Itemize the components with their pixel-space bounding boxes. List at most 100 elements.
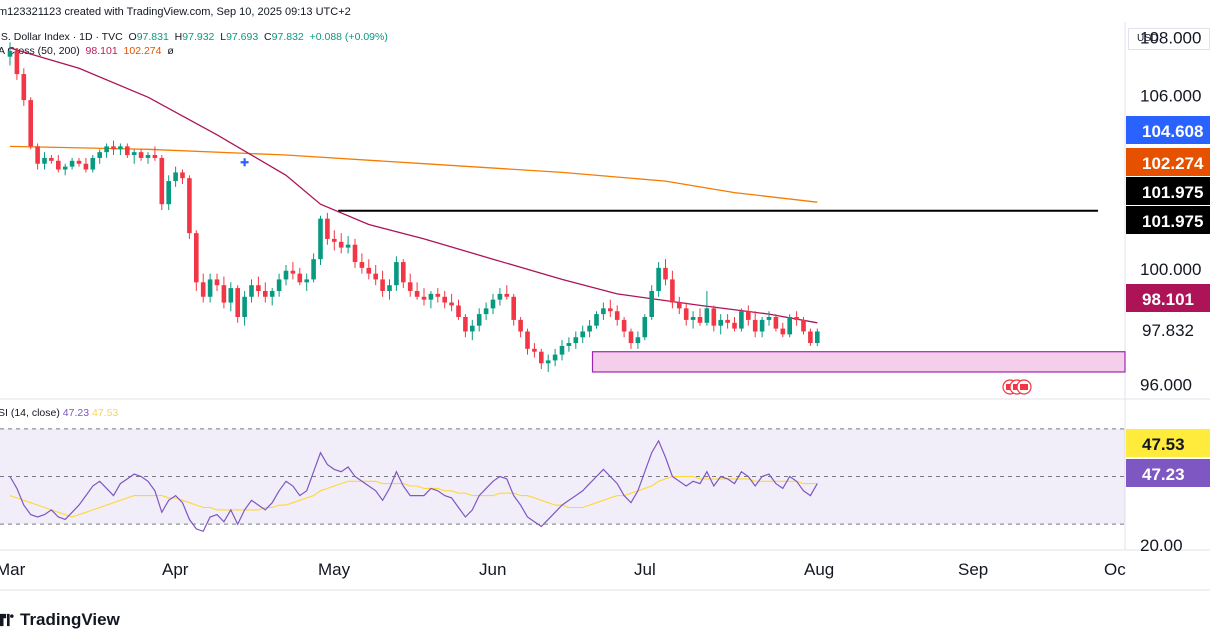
candle-body[interactable] (414, 290, 420, 297)
candle-body[interactable] (801, 319, 806, 332)
candle-body[interactable] (697, 317, 703, 323)
candle-body[interactable] (690, 317, 696, 320)
candle-body[interactable] (28, 100, 33, 147)
candle-body[interactable] (525, 331, 530, 349)
candle-body[interactable] (539, 351, 544, 364)
candle-body[interactable] (683, 308, 689, 320)
candle-body[interactable] (704, 308, 710, 323)
candle-body[interactable] (580, 331, 585, 338)
candle-body[interactable] (352, 244, 358, 263)
candle-body[interactable] (552, 354, 558, 361)
candle-body[interactable] (242, 296, 247, 318)
candle-body[interactable] (518, 319, 523, 332)
candle-body[interactable] (566, 343, 572, 346)
candle-body[interactable] (263, 290, 268, 297)
candle-body[interactable] (601, 308, 606, 315)
candle-body[interactable] (511, 296, 516, 320)
candle-body[interactable] (594, 314, 599, 326)
cross-marker-icon[interactable] (240, 158, 249, 167)
candle-body[interactable] (497, 293, 503, 300)
candle-body[interactable] (62, 166, 68, 170)
candle-body[interactable] (456, 305, 461, 318)
candle-body[interactable] (621, 319, 627, 332)
candle-body[interactable] (42, 157, 47, 164)
candle-body[interactable] (249, 285, 254, 297)
candle-body[interactable] (290, 270, 296, 274)
candle-body[interactable] (97, 152, 102, 158)
candle-body[interactable] (373, 273, 378, 280)
candle-body[interactable] (780, 328, 786, 335)
candle-body[interactable] (463, 317, 468, 332)
candle-body[interactable] (725, 319, 730, 323)
candle-body[interactable] (483, 308, 489, 315)
candle-body[interactable] (808, 331, 813, 344)
candle-body[interactable] (200, 282, 206, 297)
candle-body[interactable] (173, 172, 178, 182)
candle-body[interactable] (628, 331, 634, 344)
candle-body[interactable] (394, 262, 399, 286)
candle-body[interactable] (338, 241, 344, 248)
candle-body[interactable] (476, 314, 482, 326)
candle-body[interactable] (21, 74, 27, 101)
candle-body[interactable] (152, 155, 158, 158)
source-icon[interactable]: ø (167, 45, 174, 57)
candle-body[interactable] (145, 155, 151, 158)
candle-body[interactable] (815, 331, 820, 344)
candle-body[interactable] (69, 160, 75, 167)
candle-body[interactable] (366, 267, 372, 274)
candle-body[interactable] (90, 157, 96, 170)
candle-body[interactable] (532, 348, 537, 352)
candle-body[interactable] (677, 302, 682, 309)
candle-body[interactable] (345, 244, 351, 248)
candle-body[interactable] (207, 279, 213, 297)
candle-body[interactable] (14, 50, 20, 75)
candle-body[interactable] (325, 218, 330, 239)
candle-body[interactable] (470, 325, 475, 332)
candle-body[interactable] (228, 288, 234, 303)
candle-body[interactable] (766, 317, 772, 320)
candle-body[interactable] (125, 146, 130, 156)
candle-body[interactable] (187, 178, 192, 234)
candle-body[interactable] (56, 160, 61, 170)
candle-body[interactable] (759, 319, 765, 332)
candle-body[interactable] (332, 238, 337, 242)
candle-body[interactable] (387, 285, 392, 291)
candle-body[interactable] (407, 282, 413, 291)
candle-body[interactable] (428, 293, 434, 300)
candle-body[interactable] (35, 146, 40, 164)
candle-body[interactable] (545, 360, 551, 364)
candle-body[interactable] (794, 317, 799, 320)
candle-body[interactable] (649, 290, 654, 318)
candle-body[interactable] (732, 322, 737, 329)
candle-body[interactable] (297, 273, 303, 283)
support-zone[interactable] (591, 351, 1126, 373)
currency-label[interactable]: USD (1128, 28, 1210, 50)
candle-body[interactable] (138, 152, 144, 158)
candle-body[interactable] (608, 308, 613, 312)
candle-body[interactable] (194, 233, 199, 283)
candle-body[interactable] (111, 146, 116, 150)
candle-body[interactable] (746, 311, 751, 320)
candle-body[interactable] (435, 293, 441, 297)
candle-body[interactable] (118, 146, 123, 150)
candle-body[interactable] (490, 299, 496, 309)
candle-body[interactable] (442, 296, 447, 303)
candle-body[interactable] (670, 279, 675, 303)
candle-body[interactable] (166, 181, 171, 205)
candle-body[interactable] (276, 279, 282, 291)
candle-body[interactable] (304, 279, 309, 283)
candle-body[interactable] (318, 218, 323, 260)
candle-body[interactable] (663, 267, 668, 280)
candle-body[interactable] (504, 293, 510, 297)
candle-body[interactable] (711, 308, 717, 326)
candle-body[interactable] (573, 337, 579, 344)
candle-body[interactable] (49, 157, 54, 161)
candle-body[interactable] (421, 296, 427, 300)
candle-body[interactable] (7, 50, 13, 57)
candle-body[interactable] (773, 317, 779, 329)
candle-body[interactable] (131, 152, 137, 156)
candle-body[interactable] (214, 279, 220, 286)
candle-body[interactable] (221, 285, 227, 303)
candle-body[interactable] (614, 311, 620, 320)
